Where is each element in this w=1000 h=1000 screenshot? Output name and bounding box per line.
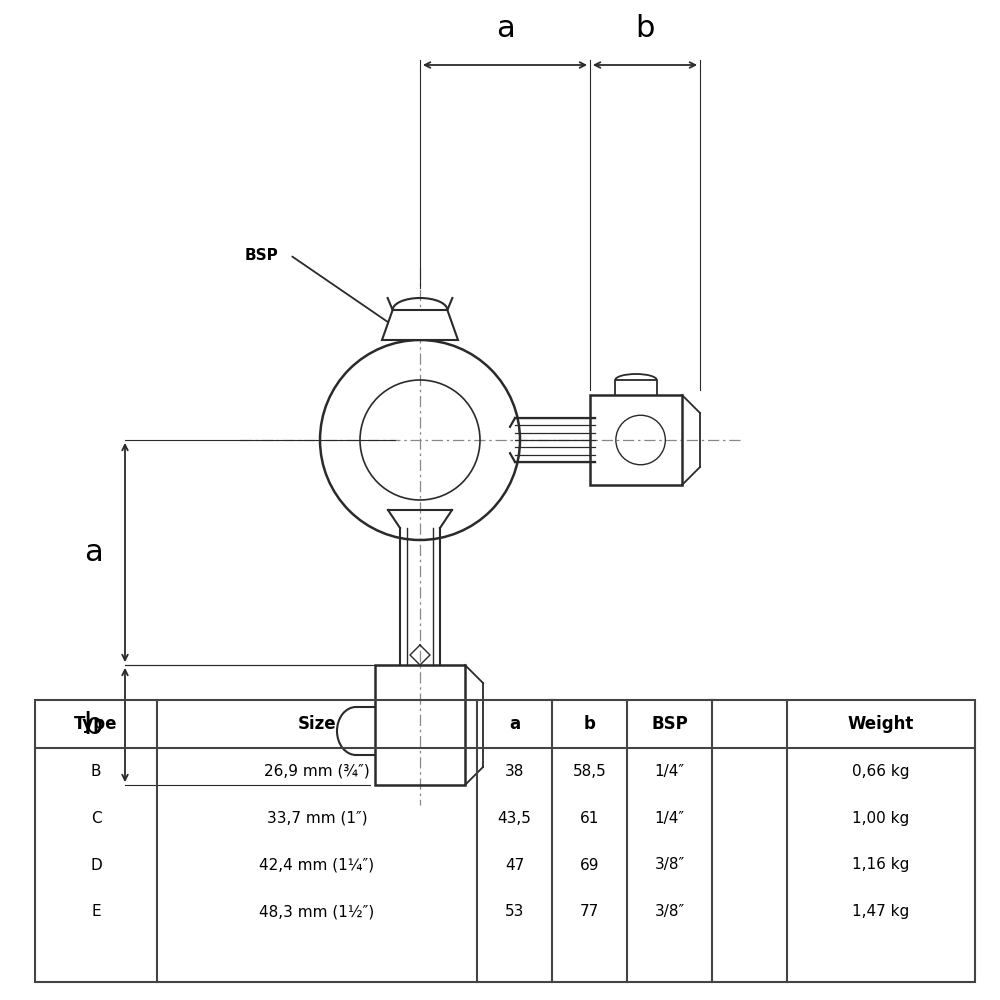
Text: 53: 53	[505, 904, 524, 919]
Text: 33,7 mm (1″): 33,7 mm (1″)	[267, 811, 367, 826]
Text: BSP: BSP	[245, 247, 279, 262]
Text: 1/4″: 1/4″	[654, 811, 685, 826]
Text: Type: Type	[74, 715, 118, 733]
Text: a: a	[509, 715, 520, 733]
Text: 69: 69	[580, 857, 599, 872]
Text: 3/8″: 3/8″	[654, 857, 685, 872]
Text: BSP: BSP	[651, 715, 688, 733]
Text: b: b	[635, 14, 655, 43]
Text: 58,5: 58,5	[573, 764, 606, 779]
Text: 1,16 kg: 1,16 kg	[852, 857, 910, 872]
Text: 48,3 mm (1½″): 48,3 mm (1½″)	[259, 904, 375, 919]
Text: 61: 61	[580, 811, 599, 826]
Text: 38: 38	[505, 764, 524, 779]
Text: 77: 77	[580, 904, 599, 919]
Text: 42,4 mm (1¼″): 42,4 mm (1¼″)	[259, 857, 375, 872]
Text: 47: 47	[505, 857, 524, 872]
Text: B: B	[91, 764, 101, 779]
Text: a: a	[84, 538, 103, 567]
Text: 1,00 kg: 1,00 kg	[852, 811, 910, 826]
Text: 1,47 kg: 1,47 kg	[852, 904, 910, 919]
Bar	[35, 700, 975, 982]
Bar	[590, 395, 682, 485]
Text: 1/4″: 1/4″	[654, 764, 685, 779]
Text: 3/8″: 3/8″	[654, 904, 685, 919]
Text: C: C	[91, 811, 101, 826]
Text: E: E	[91, 904, 101, 919]
Bar	[375, 665, 465, 785]
Text: 26,9 mm (¾″): 26,9 mm (¾″)	[264, 764, 370, 779]
Text: Size: Size	[298, 715, 336, 733]
Text: b: b	[584, 715, 596, 733]
Text: Weight: Weight	[848, 715, 914, 733]
Text: b: b	[84, 710, 103, 739]
Polygon shape	[382, 310, 458, 340]
Text: a: a	[496, 14, 514, 43]
Text: 43,5: 43,5	[497, 811, 531, 826]
Text: 0,66 kg: 0,66 kg	[852, 764, 910, 779]
Text: D: D	[90, 857, 102, 872]
